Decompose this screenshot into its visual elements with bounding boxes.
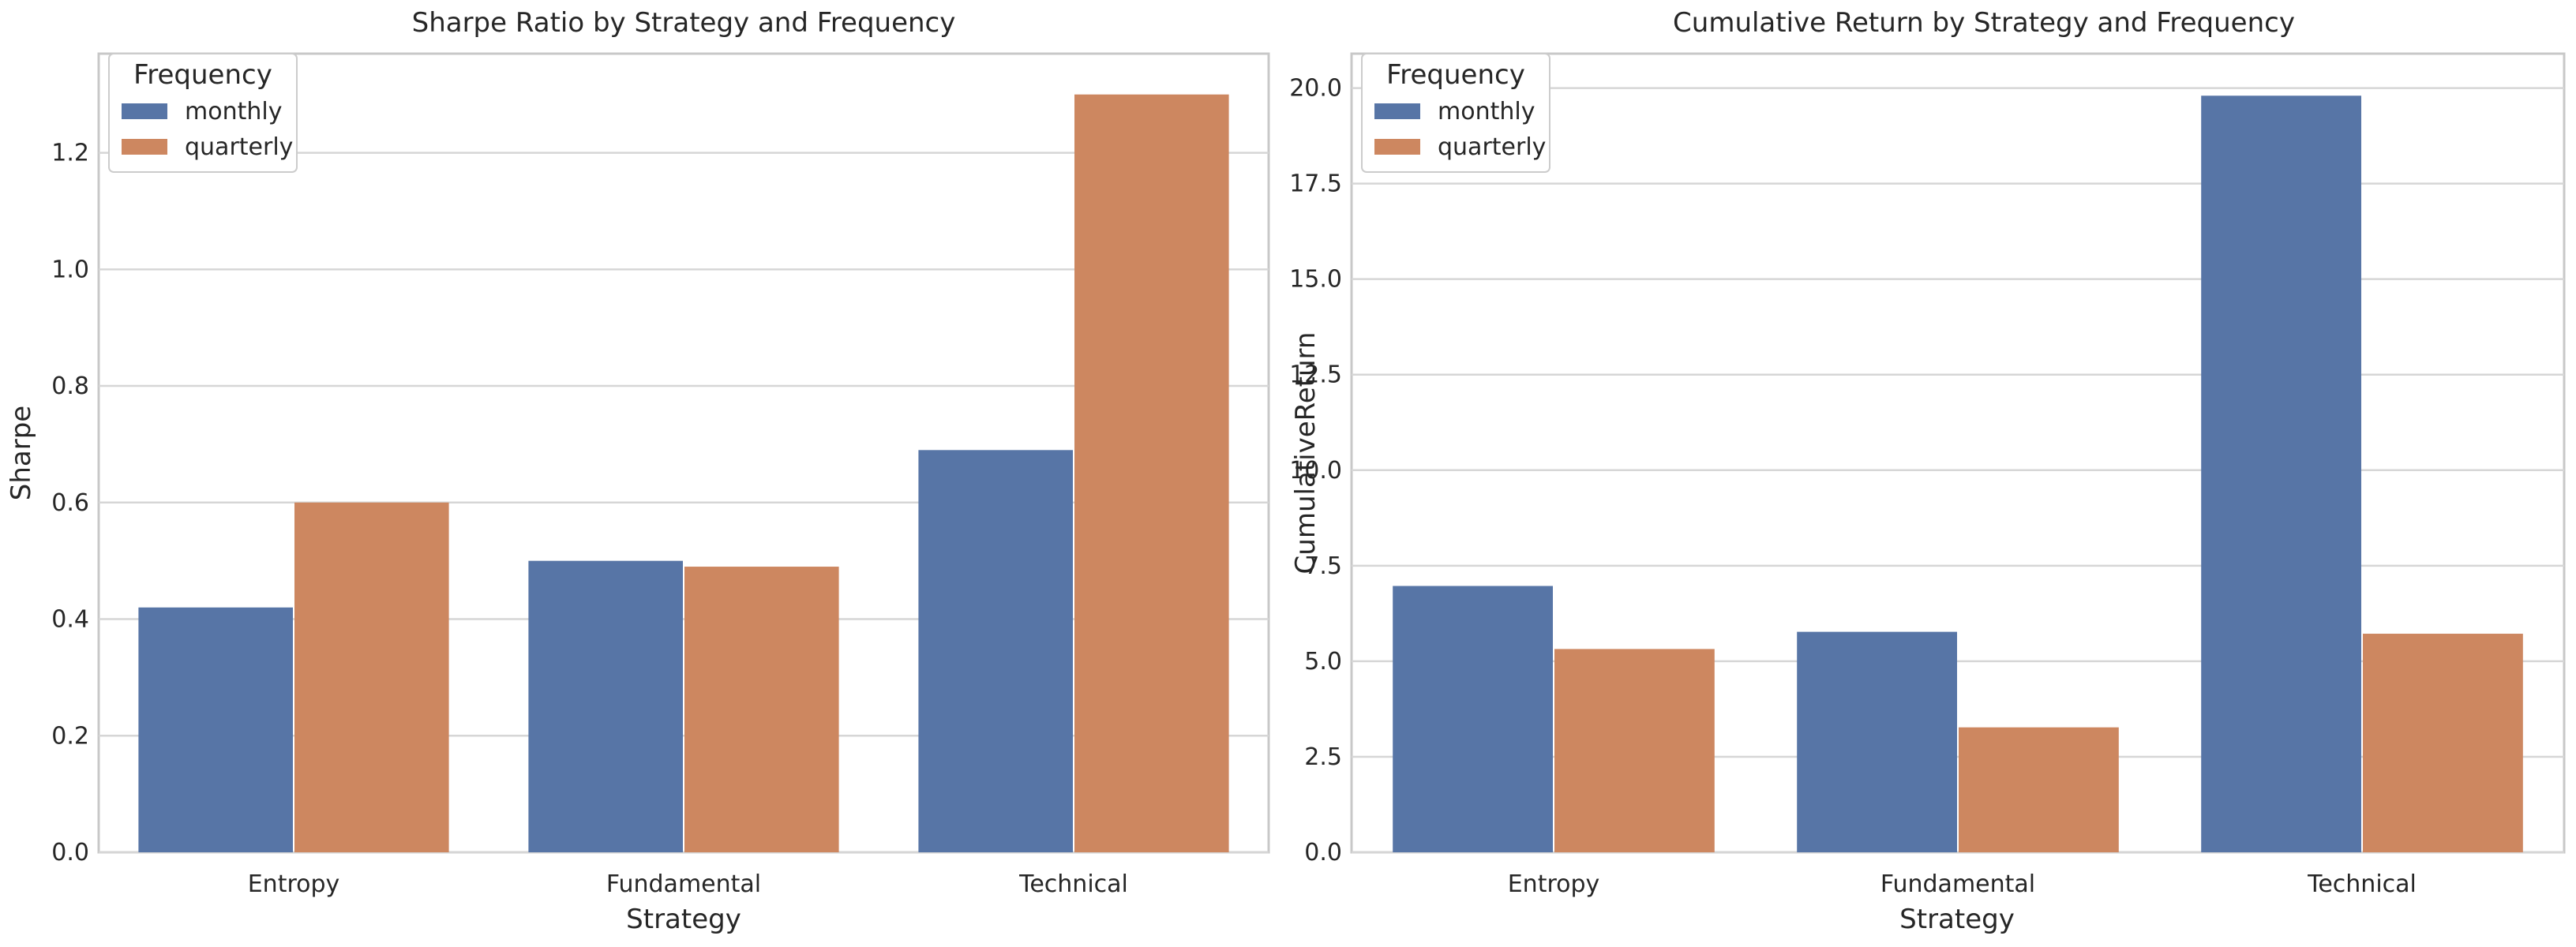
bar-monthly-entropy (138, 607, 293, 852)
x-tick-label: Entropy (1508, 870, 1600, 898)
legend-swatch-quarterly (122, 139, 167, 155)
x-tick-labels: Entropy Fundamental Technical (1508, 870, 2417, 898)
legend-label-monthly: monthly (1438, 98, 1535, 125)
sharpe-chart-panel: Sharpe Ratio by Strategy and Frequency 0… (6, 7, 1270, 935)
y-tick-label: 0.8 (51, 372, 89, 400)
legend-title: Frequency (133, 59, 272, 91)
legend-label-monthly: monthly (185, 98, 282, 125)
y-axis-label: CumulativeReturn (1290, 332, 1322, 575)
x-axis-label: Strategy (1899, 904, 2015, 935)
y-tick-label: 5.0 (1304, 648, 1342, 676)
legend-swatch-quarterly (1374, 139, 1420, 155)
y-tick-label: 10.0 (1289, 457, 1342, 485)
legend: Frequency monthly quarterly (108, 53, 298, 173)
bar-monthly-fundamental (528, 560, 683, 852)
legend-swatch-monthly (122, 103, 167, 119)
x-axis-label: Strategy (626, 904, 741, 935)
y-tick-label: 17.5 (1289, 170, 1342, 198)
y-tick-label: 0.6 (51, 489, 89, 517)
bar-quarterly-fundamental (1959, 727, 2119, 852)
grid-lines (1352, 87, 2564, 854)
bar-monthly-entropy (1393, 586, 1553, 852)
y-tick-label: 0.0 (51, 839, 89, 867)
x-tick-labels: Entropy Fundamental Technical (248, 870, 1128, 898)
y-tick-labels: 0.0 0.2 0.4 0.6 0.8 1.0 1.2 (51, 140, 89, 867)
legend-label-quarterly: quarterly (185, 133, 293, 161)
cumulative-return-chart-panel: Cumulative Return by Strategy and Freque… (1289, 7, 2566, 935)
y-tick-label: 0.2 (51, 722, 89, 750)
bar-quarterly-fundamental (684, 567, 839, 852)
legend-swatch-monthly (1374, 103, 1420, 119)
y-tick-label: 1.2 (51, 140, 89, 167)
x-tick-label: Fundamental (606, 870, 761, 898)
y-tick-label: 0.0 (1304, 839, 1342, 867)
x-tick-label: Technical (1018, 870, 1128, 898)
bar-monthly-fundamental (1797, 631, 1957, 852)
x-tick-label: Entropy (248, 870, 340, 898)
y-axis-label: Sharpe (6, 406, 37, 500)
bar-quarterly-entropy (1554, 649, 1715, 852)
y-tick-label: 1.0 (51, 256, 89, 283)
bar-quarterly-technical (1074, 94, 1229, 853)
bar-monthly-technical (918, 450, 1073, 852)
x-tick-label: Fundamental (1880, 870, 2035, 898)
y-tick-labels: 0.0 2.5 5.0 7.5 10.0 12.5 15.0 17.5 20.0 (1289, 75, 1342, 867)
bar-quarterly-technical (2363, 634, 2523, 852)
y-tick-label: 12.5 (1289, 361, 1342, 389)
x-tick-label: Technical (2307, 870, 2417, 898)
chart-title: Sharpe Ratio by Strategy and Frequency (412, 7, 956, 39)
y-tick-label: 20.0 (1289, 75, 1342, 103)
y-tick-label: 0.4 (51, 606, 89, 634)
y-tick-label: 15.0 (1289, 266, 1342, 294)
legend: Frequency monthly quarterly (1361, 53, 1550, 173)
chart-title: Cumulative Return by Strategy and Freque… (1673, 7, 2295, 39)
bars (138, 94, 1229, 853)
bars (1393, 95, 2523, 852)
legend-title: Frequency (1386, 59, 1525, 91)
bar-quarterly-entropy (294, 502, 449, 852)
y-tick-label: 2.5 (1304, 743, 1342, 771)
grid-lines (99, 152, 1269, 854)
y-tick-label: 7.5 (1304, 552, 1342, 580)
legend-label-quarterly: quarterly (1438, 133, 1546, 161)
bar-monthly-technical (2201, 95, 2361, 852)
